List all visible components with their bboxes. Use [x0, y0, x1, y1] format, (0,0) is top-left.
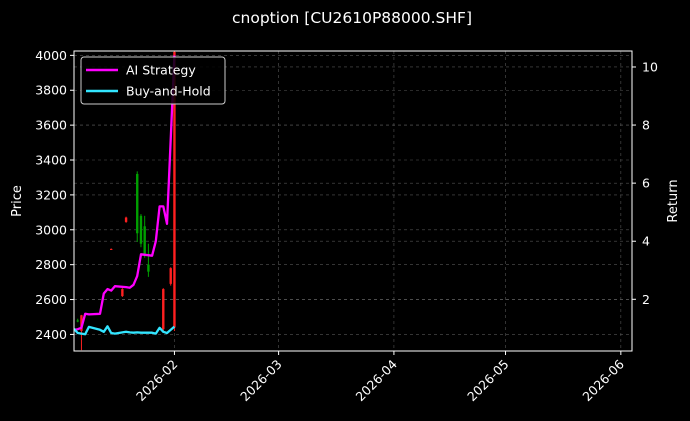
series-lines: [74, 55, 176, 336]
candle-body: [139, 215, 143, 244]
chart-title: cnoption [CU2610P88000.SHF]: [232, 9, 472, 27]
candle-body: [143, 226, 146, 256]
y-left-tick-label: 3800: [35, 83, 67, 98]
candle: [136, 171, 139, 242]
y-right-tick-label: 6: [642, 176, 650, 191]
candle-body: [147, 264, 150, 272]
y-right-tick-label: 4: [642, 234, 650, 249]
y-left-tick-label: 3200: [35, 187, 67, 202]
candle: [143, 215, 146, 258]
y-axis-right-title: Return: [666, 179, 681, 222]
candle-body: [76, 320, 79, 322]
candle-body: [162, 289, 165, 330]
plot-frame: [73, 50, 633, 352]
candle: [162, 288, 165, 331]
candle-body: [124, 217, 128, 222]
y-left-tick-label: 3000: [35, 222, 67, 237]
legend: AI Strategy Buy-and-Hold: [80, 56, 226, 105]
candle: [76, 318, 79, 323]
y-axis-left-title: Price: [10, 185, 25, 217]
candle-body: [136, 173, 139, 234]
candle: [139, 214, 143, 248]
candle: [147, 243, 150, 277]
candles: [76, 51, 176, 351]
candle-body: [169, 268, 172, 284]
y-left-tick-label: 3400: [35, 153, 67, 168]
y-left-tick-label: 3600: [35, 118, 67, 133]
candle: [124, 216, 128, 223]
candle: [169, 267, 172, 286]
y-left-tick-label: 2600: [35, 292, 67, 307]
candle-body: [173, 51, 176, 328]
candle-body: [80, 315, 83, 331]
series-line-buy-and-hold: [74, 325, 176, 336]
candle: [110, 248, 113, 250]
candle-body: [110, 248, 113, 250]
y-left-tick-label: 2400: [35, 327, 67, 342]
legend-label-buy-and-hold: Buy-and-Hold: [126, 84, 211, 99]
y-right-tick-label: 10: [642, 59, 658, 74]
series-line-ai-strategy: [74, 55, 176, 331]
candle-body: [121, 289, 124, 297]
y-right-tick-label: 2: [642, 292, 650, 307]
y-left-tick-label: 2800: [35, 257, 67, 272]
y-right-tick-label: 8: [642, 118, 650, 133]
y-left-tick-label: 4000: [35, 48, 67, 63]
legend-label-ai-strategy: AI Strategy: [126, 63, 196, 78]
candle: [121, 288, 124, 297]
